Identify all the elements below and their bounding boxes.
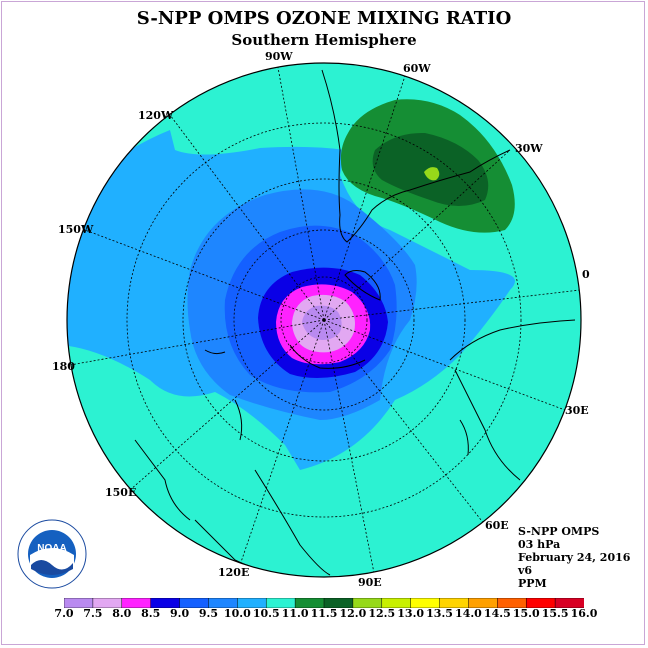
lon-label-150e: 150E <box>105 486 136 499</box>
colorbar-tick-15.5: 15.5 <box>541 607 569 620</box>
coastlines <box>134 69 576 576</box>
colorbar-tick-12.0: 12.0 <box>339 607 367 620</box>
graticule <box>69 63 581 577</box>
longitude-labels: 90W 60W 30W 0 30E 60E 90E 120E 150E 180 … <box>52 50 590 589</box>
lon-label-180: 180 <box>52 360 75 373</box>
lon-label-60w: 60W <box>403 62 431 75</box>
map-subtitle: Southern Hemisphere <box>231 31 417 49</box>
band-7.0-7.5 <box>302 305 342 340</box>
colorbar-tick-9.5: 9.5 <box>198 607 219 620</box>
colorbar-tick-13.5: 13.5 <box>426 607 453 620</box>
colorbar-tick-9.0: 9.0 <box>169 607 190 620</box>
lon-label-120e: 120E <box>218 566 249 579</box>
colorbar-tick-11.0: 11.0 <box>281 607 309 620</box>
colorbar-tick-10.0: 10.0 <box>223 607 251 620</box>
lon-label-30w: 30W <box>515 142 543 155</box>
colorbar-tick-14.0: 14.0 <box>455 607 482 620</box>
lon-label-0: 0 <box>582 268 590 281</box>
colorbar-tick-8.5: 8.5 <box>141 607 161 620</box>
colorbar-tick-13.0: 13.0 <box>397 607 425 620</box>
map-boundary <box>66 62 582 578</box>
colorbar-tick-12.5: 12.5 <box>368 607 396 620</box>
colorbar-tick-7.5: 7.5 <box>83 607 103 620</box>
info-box: S-NPP OMPS 03 hPa February 24, 2016 v6 P… <box>518 525 630 590</box>
colorbar-tick-10.5: 10.5 <box>252 607 280 620</box>
noaa-logo-text: NOAA <box>37 543 66 554</box>
colorbar-tick-15.0: 15.0 <box>512 607 540 620</box>
colorbar-tick-16.0: 16.0 <box>570 607 598 620</box>
lon-label-150w: 150W <box>58 223 94 236</box>
noaa-logo: NOAA <box>17 519 87 589</box>
lon-label-90e: 90E <box>358 576 382 589</box>
info-level: 03 hPa <box>518 538 561 551</box>
colorbar-swatch-15.5 <box>554 598 584 608</box>
colorbar <box>64 598 584 608</box>
lon-label-90w: 90W <box>265 50 293 63</box>
colorbar-tick-8.0: 8.0 <box>112 607 132 620</box>
colorbar-tick-7.0: 7.0 <box>54 607 74 620</box>
band-12.0-12.5 <box>424 167 440 181</box>
info-units: PPM <box>518 577 547 590</box>
colorbar-tick-11.5: 11.5 <box>310 607 338 620</box>
colorbar-tick-14.5: 14.5 <box>483 607 511 620</box>
lon-label-30e: 30E <box>565 404 589 417</box>
info-date: February 24, 2016 <box>518 551 631 564</box>
lon-label-120w: 120W <box>138 109 174 122</box>
info-instrument: S-NPP OMPS <box>518 525 600 538</box>
lon-label-60e: 60E <box>485 519 509 532</box>
map-title: S-NPP OMPS OZONE MIXING RATIO <box>136 8 512 29</box>
info-version: v6 <box>518 564 533 577</box>
